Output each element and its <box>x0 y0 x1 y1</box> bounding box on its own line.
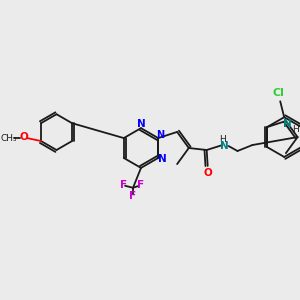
Text: F: F <box>137 180 145 190</box>
Text: F: F <box>119 180 127 190</box>
Text: O: O <box>203 168 212 178</box>
Text: H: H <box>292 125 299 134</box>
Text: N: N <box>156 130 164 140</box>
Text: O: O <box>20 132 28 142</box>
Text: Cl: Cl <box>272 88 284 98</box>
Text: CH₃: CH₃ <box>1 134 17 142</box>
Text: N: N <box>284 119 292 129</box>
Text: F: F <box>130 191 136 201</box>
Text: N: N <box>136 119 146 129</box>
Text: N: N <box>158 154 167 164</box>
Text: H: H <box>219 135 226 144</box>
Text: N: N <box>220 141 229 151</box>
